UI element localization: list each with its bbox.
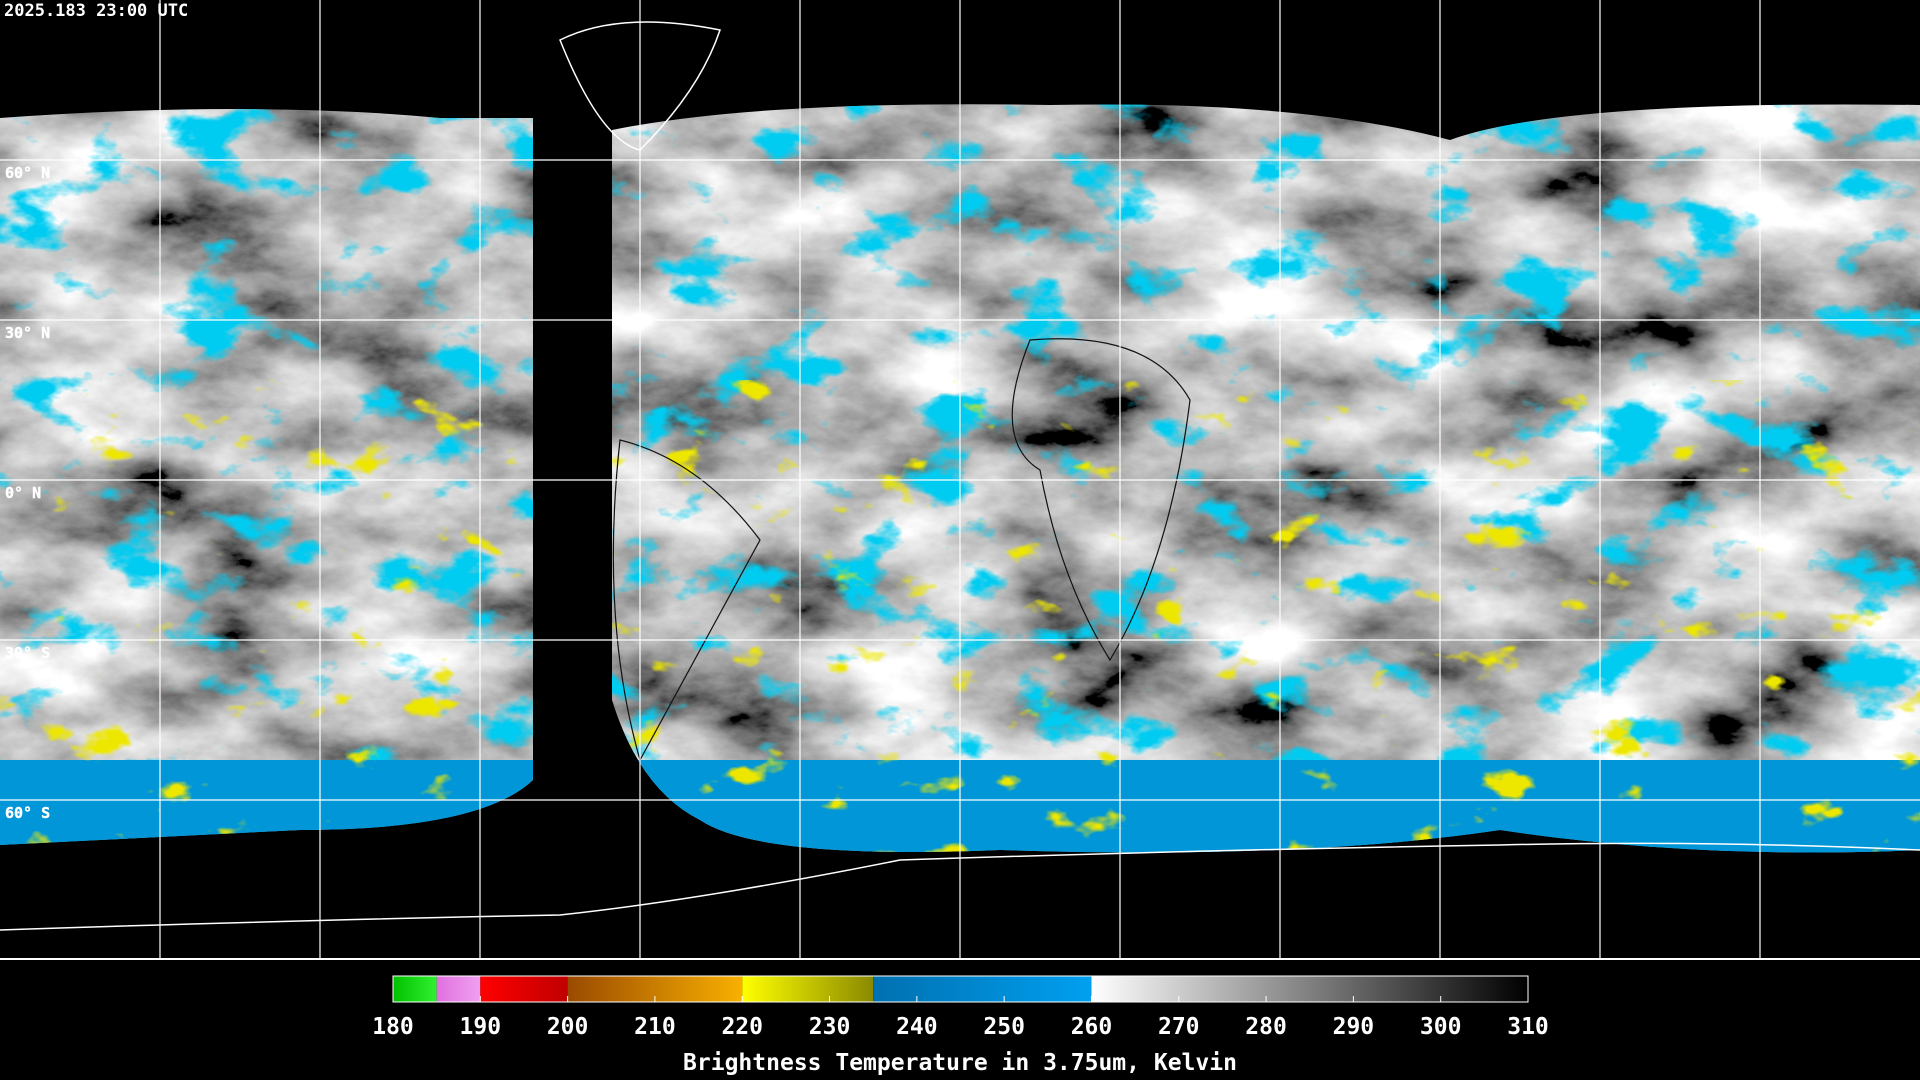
latitude-label: 30° S: [5, 644, 50, 662]
colorbar-title: Brightness Temperature in 3.75um, Kelvin: [683, 1050, 1237, 1076]
timestamp: 2025.183 23:00 UTC: [4, 1, 188, 21]
latitude-label: 60° S: [5, 804, 50, 822]
colorbar-tick-label: 310: [1507, 1014, 1549, 1040]
coverage-gap: [533, 0, 612, 775]
colorbar-frame: [392, 975, 1529, 1003]
colorbar-segment: [393, 976, 437, 1002]
colorbar-tick-label: 240: [896, 1014, 938, 1040]
colorbar-tick-label: 180: [372, 1014, 414, 1040]
colorbar-tick-label: 280: [1245, 1014, 1287, 1040]
colorbar-tick-label: 300: [1420, 1014, 1462, 1040]
south-america-coast: [612, 439, 761, 762]
colorbar-segment: [1091, 976, 1528, 1002]
colorbar-segment: [742, 976, 874, 1002]
africa-coast: [1011, 338, 1191, 662]
colorbar-tick-label: 200: [547, 1014, 589, 1040]
greenland-coast: [559, 21, 721, 151]
colorbar-tick-label: 220: [721, 1014, 763, 1040]
colorbar-segment: [480, 976, 568, 1002]
latitude-label: 30° N: [5, 324, 50, 342]
colorbar-tick-label: 230: [809, 1014, 851, 1040]
colorbar-segment: [436, 976, 481, 1002]
colorbar-tick-label: 190: [460, 1014, 502, 1040]
colorbar-segment: [873, 976, 1092, 1002]
latitude-label: 60° N: [5, 164, 50, 182]
colorbar-tick-label: 210: [634, 1014, 676, 1040]
antarctica-coast: [0, 842, 1920, 931]
colorbar-tick-label: 250: [983, 1014, 1025, 1040]
colorbar-tick-label: 260: [1071, 1014, 1113, 1040]
colorbar-tick-label: 270: [1158, 1014, 1200, 1040]
latitude-label: 0° N: [5, 484, 41, 502]
colorbar-tick-label: 290: [1333, 1014, 1375, 1040]
